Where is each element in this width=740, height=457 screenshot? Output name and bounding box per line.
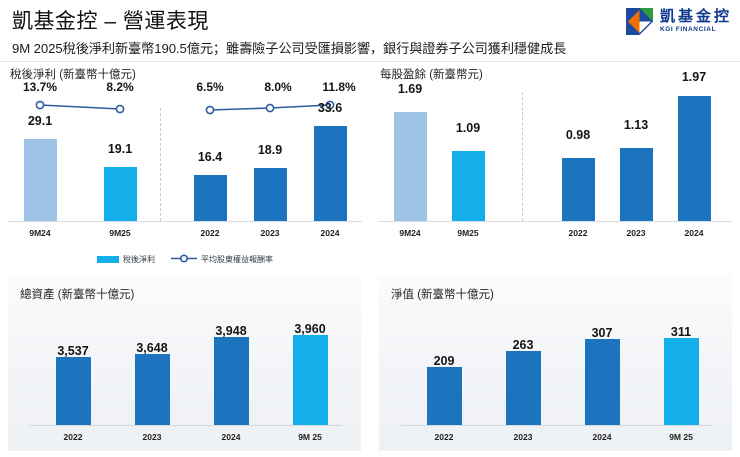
value-eps-9m25: 1.09 — [455, 121, 481, 135]
cat-eps-9m25: 9M25 — [457, 228, 479, 238]
value-eps-2024: 1.97 — [681, 70, 707, 84]
legend-label-net-profit: 稅後淨利 — [123, 254, 155, 264]
value-eps-2022: 0.98 — [565, 128, 591, 142]
cat-nw-2022: 2022 — [434, 432, 454, 442]
bar-2022 — [194, 175, 227, 221]
value-9m25: 19.1 — [107, 142, 133, 156]
bar-ta-2022 — [56, 357, 91, 425]
roe-label-2024: 11.8% — [322, 80, 356, 94]
chart-legend: 稅後淨利 平均股東權益報酬率 — [0, 250, 370, 268]
bar-ta-9m25 — [293, 335, 328, 425]
value-ta-9m25: 3,960 — [294, 322, 326, 336]
value-ta-2024: 3,948 — [215, 324, 247, 338]
legend-item-roe: 平均股東權益報酬率 — [171, 250, 273, 268]
chart-title-net-profit: 稅後淨利 (新臺幣十億元) — [10, 69, 136, 81]
bar-nw-2024 — [585, 339, 620, 425]
value-nw-9m25: 311 — [670, 325, 692, 339]
bar-eps-2024 — [678, 96, 711, 221]
cat-eps-2022: 2022 — [568, 228, 588, 238]
legend-label-roe: 平均股東權益報酬率 — [201, 254, 273, 264]
chart-net-profit: 稅後淨利 (新臺幣十億元) 13.7% 8.2% 6.5% 8.0% 11.8%… — [0, 64, 370, 250]
page-subtitle: 9M 2025稅後淨利新臺幣190.5億元；雖壽險子公司受匯損影響，銀行與證券子… — [12, 41, 567, 56]
cat-2023: 2023 — [260, 228, 280, 238]
cat-eps-2024: 2024 — [684, 228, 704, 238]
cat-eps-9m24: 9M24 — [399, 228, 421, 238]
bar-ta-2023 — [135, 354, 170, 425]
plot-area-net-profit — [0, 126, 370, 221]
x-axis-net-worth — [401, 425, 713, 426]
bar-ta-2024 — [214, 337, 249, 425]
value-2024: 33.6 — [317, 101, 343, 115]
bar-9m24 — [24, 139, 57, 221]
cat-2022: 2022 — [200, 228, 220, 238]
bar-9m25 — [104, 167, 137, 221]
value-nw-2024: 307 — [591, 326, 613, 340]
plot-area-eps — [370, 96, 740, 221]
value-eps-9m24: 1.69 — [397, 82, 423, 96]
cat-ta-9m25: 9M 25 — [298, 432, 322, 442]
x-axis-total-assets — [30, 425, 342, 426]
x-axis-net-profit — [8, 221, 362, 222]
cat-9m25: 9M25 — [109, 228, 131, 238]
cat-9m24: 9M24 — [29, 228, 51, 238]
bar-eps-9m24 — [394, 112, 427, 221]
legend-item-net-profit: 稅後淨利 — [97, 254, 155, 265]
plot-area-total-assets — [8, 332, 361, 425]
chart-net-worth: 淨值 (新臺幣十億元) 209 263 307 311 2022 2023 20… — [379, 276, 732, 451]
header-divider — [0, 61, 740, 62]
cat-nw-2024: 2024 — [592, 432, 612, 442]
roe-label-2022: 6.5% — [196, 80, 224, 94]
kgi-logo-icon — [625, 8, 653, 35]
cat-ta-2023: 2023 — [142, 432, 162, 442]
cat-nw-9m25: 9M 25 — [669, 432, 693, 442]
cat-2024: 2024 — [320, 228, 340, 238]
cat-ta-2022: 2022 — [63, 432, 83, 442]
bar-eps-9m25 — [452, 151, 485, 221]
cat-ta-2024: 2024 — [221, 432, 241, 442]
chart-eps: 每股盈餘 (新臺幣元) 1.69 1.09 0.98 1.13 1.97 9M2… — [370, 64, 740, 250]
bar-2023 — [254, 168, 287, 221]
value-9m24: 29.1 — [27, 114, 53, 128]
roe-line-left — [35, 100, 335, 115]
bar-nw-2023 — [506, 351, 541, 425]
value-ta-2023: 3,648 — [136, 341, 168, 355]
value-nw-2022: 209 — [433, 354, 455, 368]
logo-name-en: KGI FINANCIAL — [659, 26, 717, 34]
value-nw-2023: 263 — [512, 338, 534, 352]
logo-name-cn: 凱基金控 — [659, 8, 732, 26]
page-title: 凱基金控 – 營運表現 — [12, 10, 209, 33]
chart-group-divider — [160, 108, 161, 221]
roe-label-9m25: 8.2% — [106, 80, 134, 94]
chart-group-divider-eps — [522, 92, 523, 221]
bar-nw-2022 — [427, 367, 462, 425]
legend-line-swatch-icon — [171, 250, 197, 268]
roe-label-2023: 8.0% — [264, 80, 292, 94]
chart-title-net-worth: 淨值 (新臺幣十億元) — [391, 289, 494, 301]
roe-label-9m24: 13.7% — [22, 80, 58, 94]
logo-wordmark: 凱基金控 KGI FINANCIAL — [660, 9, 732, 34]
legend-bar-swatch-icon — [97, 255, 119, 263]
chart-total-assets: 總資產 (新臺幣十億元) 3,537 3,648 3,948 3,960 202… — [8, 276, 361, 451]
slide-header: 凱基金控 – 營運表現 9M 2025稅後淨利新臺幣190.5億元；雖壽險子公司… — [0, 0, 740, 62]
bar-eps-2022 — [562, 158, 595, 221]
chart-title-eps: 每股盈餘 (新臺幣元) — [380, 69, 483, 81]
cat-nw-2023: 2023 — [513, 432, 533, 442]
value-eps-2023: 1.13 — [623, 118, 649, 132]
value-ta-2022: 3,537 — [57, 344, 89, 358]
chart-title-total-assets: 總資產 (新臺幣十億元) — [20, 289, 135, 301]
bar-nw-9m25 — [664, 338, 699, 425]
cat-eps-2023: 2023 — [626, 228, 646, 238]
bar-eps-2023 — [620, 148, 653, 221]
x-axis-eps — [378, 221, 732, 222]
value-2022: 16.4 — [197, 150, 223, 164]
company-logo: 凱基金控 KGI FINANCIAL — [625, 8, 732, 35]
plot-area-net-worth — [379, 332, 732, 425]
value-2023: 18.9 — [257, 143, 283, 157]
bar-2024 — [314, 126, 347, 221]
